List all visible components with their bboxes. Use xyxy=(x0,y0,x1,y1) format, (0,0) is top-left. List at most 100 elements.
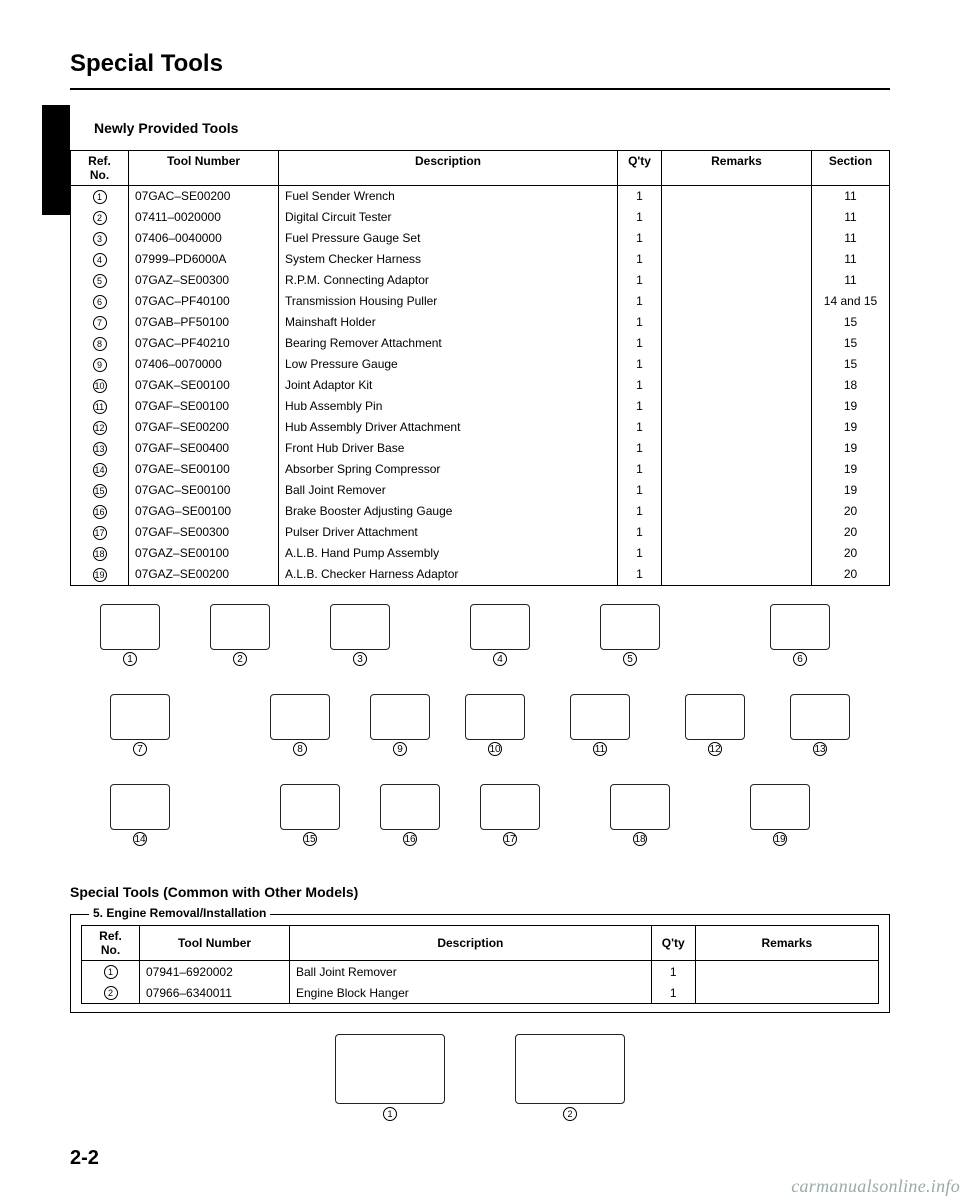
tool-sketch-label: 11 xyxy=(593,742,607,756)
col-sec: Section xyxy=(812,151,890,186)
cell-ref: 19 xyxy=(71,564,129,586)
tool-sketch-9: 9 xyxy=(370,694,430,756)
cell-ref: 7 xyxy=(71,312,129,333)
tool-sketch-label: 7 xyxy=(133,742,147,756)
table-row: 1807GAZ–SE00100A.L.B. Hand Pump Assembly… xyxy=(71,543,890,564)
cell-sec: 14 and 15 xyxy=(812,291,890,312)
col-desc2: Description xyxy=(290,926,652,961)
tool-sketch-shape xyxy=(470,604,530,650)
cell-tool: 07406–0070000 xyxy=(129,354,279,375)
table-row: 507GAZ–SE00300R.P.M. Connecting Adaptor1… xyxy=(71,270,890,291)
cell-sec: 15 xyxy=(812,333,890,354)
cell-desc: Joint Adaptor Kit xyxy=(279,375,618,396)
cell-tool: 07GAC–SE00100 xyxy=(129,480,279,501)
table-row: 907406–0070000Low Pressure Gauge115 xyxy=(71,354,890,375)
tool-sketch-label: 19 xyxy=(773,832,787,846)
tool-sketch-label: 15 xyxy=(303,832,317,846)
tool-sketch-label: 4 xyxy=(493,652,507,666)
cell-rem xyxy=(662,564,812,586)
tool-sketch-7: 7 xyxy=(110,694,170,756)
common-tool-label-1: 1 xyxy=(383,1107,397,1121)
table-row: 207411–0020000Digital Circuit Tester111 xyxy=(71,207,890,228)
tool-sketch-3: 3 xyxy=(330,604,390,666)
illustration-grid-newly-provided: 12345678910111213141516171819 xyxy=(70,604,890,864)
cell-sec: 20 xyxy=(812,522,890,543)
tool-sketch-18: 18 xyxy=(610,784,670,846)
cell-qty: 1 xyxy=(618,417,662,438)
tool-sketch-label: 13 xyxy=(813,742,827,756)
tool-sketch-shape xyxy=(465,694,525,740)
cell-sec: 19 xyxy=(812,438,890,459)
cell-qty: 1 xyxy=(618,333,662,354)
cell-ref: 8 xyxy=(71,333,129,354)
cell-rem xyxy=(662,270,812,291)
cell-rem xyxy=(662,186,812,208)
cell-desc: A.L.B. Hand Pump Assembly xyxy=(279,543,618,564)
cell-qty: 1 xyxy=(618,186,662,208)
subheading-newly-provided: Newly Provided Tools xyxy=(94,120,890,136)
cell-ref: 16 xyxy=(71,501,129,522)
cell-ref: 17 xyxy=(71,522,129,543)
tool-sketch-shape xyxy=(110,784,170,830)
tool-sketch-13: 13 xyxy=(790,694,850,756)
cell-tool: 07GAG–SE00100 xyxy=(129,501,279,522)
tool-sketch-11: 11 xyxy=(570,694,630,756)
tool-sketch-shape xyxy=(750,784,810,830)
cell-qty: 1 xyxy=(618,438,662,459)
tool-sketch-8: 8 xyxy=(270,694,330,756)
cell-sec: 15 xyxy=(812,354,890,375)
tool-sketch-label: 18 xyxy=(633,832,647,846)
table-row: 1607GAG–SE00100Brake Booster Adjusting G… xyxy=(71,501,890,522)
cell-tool: 07GAC–PF40100 xyxy=(129,291,279,312)
tool-sketch-shape xyxy=(685,694,745,740)
cell-tool: 07GAF–SE00100 xyxy=(129,396,279,417)
cell-tool: 07GAF–SE00200 xyxy=(129,417,279,438)
table-row: 707GAB–PF50100Mainshaft Holder115 xyxy=(71,312,890,333)
cell-sec: 19 xyxy=(812,480,890,501)
cell-qty: 1 xyxy=(618,291,662,312)
tool-sketch-19: 19 xyxy=(750,784,810,846)
table-row: 1407GAE–SE00100Absorber Spring Compresso… xyxy=(71,459,890,480)
cell-tool: 07406–0040000 xyxy=(129,228,279,249)
table-row: 1507GAC–SE00100Ball Joint Remover119 xyxy=(71,480,890,501)
cell-ref: 11 xyxy=(71,396,129,417)
tool-sketch-1: 1 xyxy=(100,604,160,666)
cell-tool: 07941–6920002 xyxy=(140,961,290,983)
cell-desc: Digital Circuit Tester xyxy=(279,207,618,228)
subheading-common-tools: Special Tools (Common with Other Models) xyxy=(70,884,890,900)
table-row: 1707GAF–SE00300Pulser Driver Attachment1… xyxy=(71,522,890,543)
tool-sketch-shape xyxy=(570,694,630,740)
cell-qty: 1 xyxy=(618,228,662,249)
common-tool-sketch-1 xyxy=(335,1034,445,1104)
tool-sketch-shape xyxy=(770,604,830,650)
tool-sketch-shape xyxy=(100,604,160,650)
cell-rem xyxy=(695,982,878,1004)
cell-qty: 1 xyxy=(651,961,695,983)
cell-desc: Hub Assembly Pin xyxy=(279,396,618,417)
page-number: 2-2 xyxy=(70,1147,99,1170)
cell-desc: Fuel Sender Wrench xyxy=(279,186,618,208)
cell-sec: 20 xyxy=(812,564,890,586)
cell-desc: Front Hub Driver Base xyxy=(279,438,618,459)
cell-ref: 2 xyxy=(71,207,129,228)
cell-desc: Engine Block Hanger xyxy=(290,982,652,1004)
tool-sketch-shape xyxy=(480,784,540,830)
cell-tool: 07GAC–PF40210 xyxy=(129,333,279,354)
col-rem: Remarks xyxy=(662,151,812,186)
table-row: 407999–PD6000ASystem Checker Harness111 xyxy=(71,249,890,270)
cell-ref: 14 xyxy=(71,459,129,480)
tool-sketch-shape xyxy=(370,694,430,740)
cell-ref: 1 xyxy=(71,186,129,208)
col-ref2: Ref. No. xyxy=(82,926,140,961)
cell-ref: 4 xyxy=(71,249,129,270)
cell-ref: 13 xyxy=(71,438,129,459)
tool-sketch-5: 5 xyxy=(600,604,660,666)
tool-sketch-label: 17 xyxy=(503,832,517,846)
cell-qty: 1 xyxy=(618,270,662,291)
cell-sec: 20 xyxy=(812,501,890,522)
tool-sketch-label: 8 xyxy=(293,742,307,756)
page-title: Special Tools xyxy=(70,50,890,78)
cell-rem xyxy=(662,291,812,312)
tool-sketch-label: 9 xyxy=(393,742,407,756)
cell-ref: 5 xyxy=(71,270,129,291)
